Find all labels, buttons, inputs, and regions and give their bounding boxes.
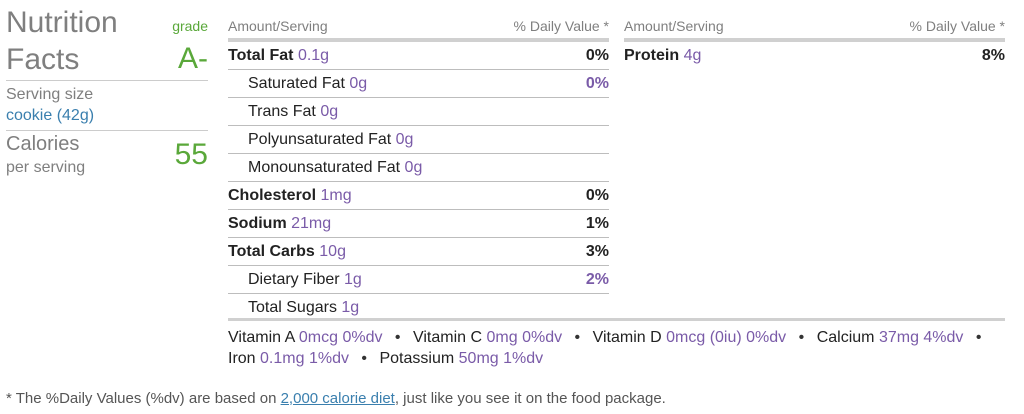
vitamin-name: Potassium bbox=[379, 350, 455, 367]
nutrient-daily-value: 1% bbox=[585, 215, 609, 232]
amount-header: Amount/Serving bbox=[228, 18, 328, 34]
nutrient-daily-value: 2% bbox=[585, 271, 609, 288]
page-title-line1: Nutrition bbox=[6, 6, 118, 39]
bullet-separator: • bbox=[975, 329, 982, 346]
vitamin-value: 0mcg 0%dv bbox=[298, 329, 383, 346]
table-row: Cholesterol 1mg 0% bbox=[228, 182, 609, 210]
calories-sub-label: per serving bbox=[6, 159, 86, 176]
nutrient-name: Monounsaturated Fat 0g bbox=[248, 159, 422, 177]
footnote-text-after: , just like you see it on the food packa… bbox=[394, 390, 666, 407]
bullet-separator: • bbox=[574, 329, 581, 346]
nutrient-amount: 1g bbox=[344, 271, 362, 288]
vitamin-value: 0mg 0%dv bbox=[486, 329, 563, 346]
nutrient-name: Sodium 21mg bbox=[228, 215, 331, 233]
vitamins-list: Vitamin A 0mcg 0%dv • Vitamin C 0mg 0%dv… bbox=[228, 327, 1008, 369]
footnote: * The %Daily Values (%dv) are based on 2… bbox=[6, 390, 666, 407]
vitamin-item: Calcium 37mg 4%dv bbox=[817, 329, 964, 346]
nutrient-name: Total Sugars 1g bbox=[248, 299, 359, 317]
nutrient-label: Saturated Fat bbox=[248, 75, 345, 92]
table-row: Protein 4g 8% bbox=[624, 42, 1005, 69]
vitamin-item: Vitamin C 0mg 0%dv bbox=[413, 329, 562, 346]
nutrient-amount: 1g bbox=[341, 299, 360, 316]
table-row: Trans Fat 0g bbox=[228, 98, 609, 126]
nutrient-amount: 0g bbox=[404, 159, 423, 176]
bullet-separator: • bbox=[798, 329, 805, 346]
vitamin-item: Vitamin A 0mcg 0%dv bbox=[228, 329, 382, 346]
nutrient-label: Total Fat bbox=[228, 47, 294, 64]
nutrient-name: Total Carbs 10g bbox=[228, 243, 346, 261]
vitamin-item: Potassium 50mg 1%dv bbox=[379, 350, 543, 367]
nutrient-name: Cholesterol 1mg bbox=[228, 187, 352, 205]
table-header: Amount/Serving % Daily Value * bbox=[228, 14, 609, 42]
nutrient-daily-value: 0% bbox=[585, 75, 609, 92]
nutrient-label: Protein bbox=[624, 47, 680, 64]
table-row: Polyunsaturated Fat 0g bbox=[228, 126, 609, 154]
vitamin-value: 0mcg (0iu) 0%dv bbox=[666, 329, 787, 346]
table-row: Saturated Fat 0g 0% bbox=[228, 70, 609, 98]
nutrient-name: Dietary Fiber 1g bbox=[248, 271, 362, 289]
nutrient-amount: 1mg bbox=[320, 187, 352, 204]
daily-value-header: % Daily Value * bbox=[513, 18, 609, 34]
vitamin-name: Vitamin A bbox=[228, 329, 295, 346]
vitamin-value: 37mg 4%dv bbox=[878, 329, 964, 346]
vitamin-name: Vitamin D bbox=[592, 329, 662, 346]
nutrient-name: Saturated Fat 0g bbox=[248, 75, 367, 93]
serving-size-label: Serving size bbox=[6, 86, 94, 103]
grade-value: A- bbox=[178, 42, 208, 75]
vitamin-name: Calcium bbox=[816, 329, 875, 346]
bullet-separator: • bbox=[361, 350, 368, 367]
calorie-diet-link[interactable]: 2,000 calorie diet bbox=[280, 390, 395, 407]
nutrient-daily-value: 0% bbox=[585, 187, 609, 204]
nutrient-label: Total Sugars bbox=[248, 299, 337, 316]
serving-size-value[interactable]: cookie (42g) bbox=[6, 107, 95, 124]
daily-value-header: % Daily Value * bbox=[909, 18, 1005, 34]
nutrient-name: Trans Fat 0g bbox=[248, 103, 338, 121]
nutrient-amount: 0g bbox=[349, 75, 368, 92]
nutrient-amount: 10g bbox=[319, 243, 346, 260]
nutrient-label: Dietary Fiber bbox=[248, 271, 340, 288]
vitamin-item: Iron 0.1mg 1%dv bbox=[228, 350, 349, 367]
nutrient-name: Polyunsaturated Fat 0g bbox=[248, 131, 413, 149]
nutrient-label: Cholesterol bbox=[228, 187, 317, 204]
nutrient-label: Trans Fat bbox=[248, 103, 316, 120]
table-header: Amount/Serving % Daily Value * bbox=[624, 14, 1005, 42]
nutrient-table-left: Amount/Serving % Daily Value * Total Fat… bbox=[228, 14, 609, 321]
nutrient-table-right: Amount/Serving % Daily Value * Protein 4… bbox=[624, 14, 1005, 318]
amount-header: Amount/Serving bbox=[624, 18, 724, 34]
calories-label: Calories bbox=[6, 133, 80, 155]
nutrient-amount: 21mg bbox=[291, 215, 332, 232]
table-bottom-rule bbox=[228, 318, 1005, 321]
table-row: Sodium 21mg 1% bbox=[228, 210, 609, 238]
vitamin-name: Vitamin C bbox=[412, 329, 483, 346]
nutrient-label: Total Carbs bbox=[228, 243, 315, 260]
footnote-text-before: * The %Daily Values (%dv) are based on bbox=[6, 390, 281, 407]
vitamin-value: 0.1mg 1%dv bbox=[260, 350, 349, 367]
table-row: Monounsaturated Fat 0g bbox=[228, 154, 609, 182]
calories-value: 55 bbox=[174, 138, 208, 171]
nutrient-name: Protein 4g bbox=[624, 47, 701, 65]
page-title-line2: Facts bbox=[6, 43, 80, 76]
divider bbox=[6, 130, 208, 131]
vitamin-value: 50mg 1%dv bbox=[458, 350, 544, 367]
nutrient-amount: 0.1g bbox=[297, 47, 330, 64]
table-row: Total Sugars 1g bbox=[228, 294, 609, 321]
nutrient-amount: 4g bbox=[683, 47, 702, 64]
nutrient-label: Polyunsaturated Fat bbox=[248, 131, 392, 148]
nutrient-name: Total Fat 0.1g bbox=[228, 47, 329, 65]
vitamin-name: Iron bbox=[228, 350, 256, 367]
divider bbox=[6, 80, 208, 81]
vitamin-item: Vitamin D 0mcg (0iu) 0%dv bbox=[593, 329, 787, 346]
nutrient-amount: 0g bbox=[395, 131, 414, 148]
nutrient-label: Sodium bbox=[228, 215, 287, 232]
nutrient-label: Monounsaturated Fat bbox=[248, 159, 401, 176]
nutrient-daily-value: 0% bbox=[585, 47, 609, 64]
table-row: Total Carbs 10g 3% bbox=[228, 238, 609, 266]
grade-label: grade bbox=[172, 18, 208, 34]
nutrient-daily-value: 3% bbox=[585, 243, 609, 260]
nutrient-daily-value: 8% bbox=[981, 47, 1005, 64]
bullet-separator: • bbox=[394, 329, 401, 346]
table-row: Total Fat 0.1g 0% bbox=[228, 42, 609, 70]
nutrient-amount: 0g bbox=[320, 103, 339, 120]
table-row: Dietary Fiber 1g 2% bbox=[228, 266, 609, 294]
